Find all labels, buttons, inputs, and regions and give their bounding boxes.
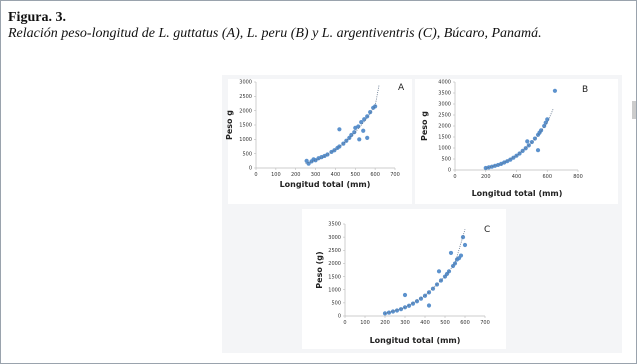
figure-caption: Relación peso-longitud de L. guttatus (A… <box>8 26 542 41</box>
x-tick-label: 700 <box>480 320 490 326</box>
data-point <box>349 132 354 138</box>
data-point <box>402 292 408 298</box>
data-point <box>365 114 370 119</box>
y-tick-label: 4000 <box>438 80 451 86</box>
y-axis-label: Peso g <box>420 111 429 141</box>
data-point <box>532 136 538 141</box>
data-point <box>436 269 442 274</box>
x-tick-label: 400 <box>331 172 341 178</box>
x-tick-label: 600 <box>370 172 380 178</box>
y-tick-label: 1500 <box>328 274 341 280</box>
data-point <box>460 235 466 240</box>
data-point <box>525 139 530 144</box>
data-point <box>523 146 528 151</box>
data-point <box>313 158 318 163</box>
x-tick-label: 0 <box>254 172 257 178</box>
data-point <box>535 148 541 153</box>
data-point <box>458 253 464 258</box>
x-tick-label: 600 <box>542 174 552 180</box>
data-point <box>361 128 366 133</box>
panel-letter: B <box>582 85 588 95</box>
y-tick-label: 3000 <box>239 80 252 86</box>
figure-label: Figura. 3. <box>8 10 66 25</box>
x-tick-label: 400 <box>512 174 522 180</box>
scrollbar <box>632 101 636 119</box>
x-tick-label: 300 <box>400 320 410 326</box>
data-point <box>508 157 513 162</box>
data-point <box>446 269 452 274</box>
data-point <box>552 88 558 93</box>
y-tick-label: 0 <box>448 168 451 174</box>
y-tick-label: 1000 <box>438 146 451 152</box>
y-tick-label: 1500 <box>438 135 451 141</box>
data-point <box>365 135 370 140</box>
data-point <box>402 305 408 310</box>
data-point <box>306 161 311 166</box>
x-tick-label: 200 <box>291 172 301 178</box>
data-point <box>398 307 404 312</box>
y-tick-label: 2500 <box>328 248 341 254</box>
x-tick-label: 800 <box>573 174 583 180</box>
trend-line <box>485 108 554 169</box>
panel-letter: C <box>484 225 490 235</box>
data-point <box>434 282 440 287</box>
data-point <box>356 124 361 129</box>
x-tick-label: 0 <box>453 174 456 180</box>
x-axis-label: Longitud total (mm) <box>280 180 371 189</box>
x-tick-label: 400 <box>420 320 430 326</box>
data-point <box>545 117 550 122</box>
data-point <box>462 242 468 248</box>
y-tick-label: 1500 <box>239 123 252 129</box>
panel-letter: A <box>398 83 405 93</box>
data-point <box>394 308 400 313</box>
x-tick-label: 200 <box>380 320 390 326</box>
x-axis-label: Longitud total (mm) <box>472 189 563 198</box>
figure-image: 0 100 200 300 400 500 600 700050010001500200025… <box>222 75 622 353</box>
panel-background <box>302 209 506 349</box>
y-tick-label: 2500 <box>438 113 451 119</box>
data-point <box>448 250 454 256</box>
y-tick-label: 0 <box>338 314 341 320</box>
x-axis-label: Longitud total (mm) <box>370 336 461 345</box>
y-tick-label: 2000 <box>239 108 252 114</box>
y-tick-label: 2000 <box>438 124 451 130</box>
panel-background <box>415 79 618 204</box>
x-tick-label: 600 <box>460 320 470 326</box>
data-point <box>337 127 342 132</box>
panel-background <box>228 79 412 204</box>
x-tick-label: 0 <box>343 320 346 326</box>
trend-line <box>384 229 466 314</box>
data-point <box>529 139 534 145</box>
x-tick-label: 300 <box>311 172 321 178</box>
x-tick-label: 100 <box>271 172 281 178</box>
data-point <box>357 137 362 142</box>
y-tick-label: 500 <box>242 151 252 157</box>
y-tick-label: 500 <box>331 301 341 307</box>
y-tick-label: 3500 <box>438 91 451 97</box>
x-tick-label: 200 <box>481 174 491 180</box>
y-tick-label: 0 <box>249 166 252 172</box>
y-tick-label: 3000 <box>438 102 451 108</box>
trend-line <box>305 84 380 164</box>
y-tick-label: 3000 <box>328 235 341 241</box>
data-point <box>352 130 357 135</box>
y-tick-label: 1000 <box>239 137 252 143</box>
y-axis-label: Peso (g) <box>315 251 324 288</box>
y-tick-label: 2000 <box>328 261 341 267</box>
y-tick-label: 1000 <box>328 287 341 293</box>
y-axis-label: Peso g <box>225 110 234 140</box>
y-tick-label: 2500 <box>239 94 252 100</box>
x-tick-label: 100 <box>360 320 370 326</box>
data-point <box>386 310 392 315</box>
data-point <box>325 152 330 157</box>
data-point <box>373 104 378 109</box>
data-point <box>430 286 436 291</box>
data-point <box>426 303 432 308</box>
data-point <box>359 120 364 125</box>
x-tick-label: 700 <box>390 172 400 178</box>
x-tick-label: 500 <box>440 320 450 326</box>
y-tick-label: 3500 <box>328 222 341 228</box>
y-tick-label: 500 <box>441 157 451 163</box>
x-tick-label: 500 <box>351 172 361 178</box>
